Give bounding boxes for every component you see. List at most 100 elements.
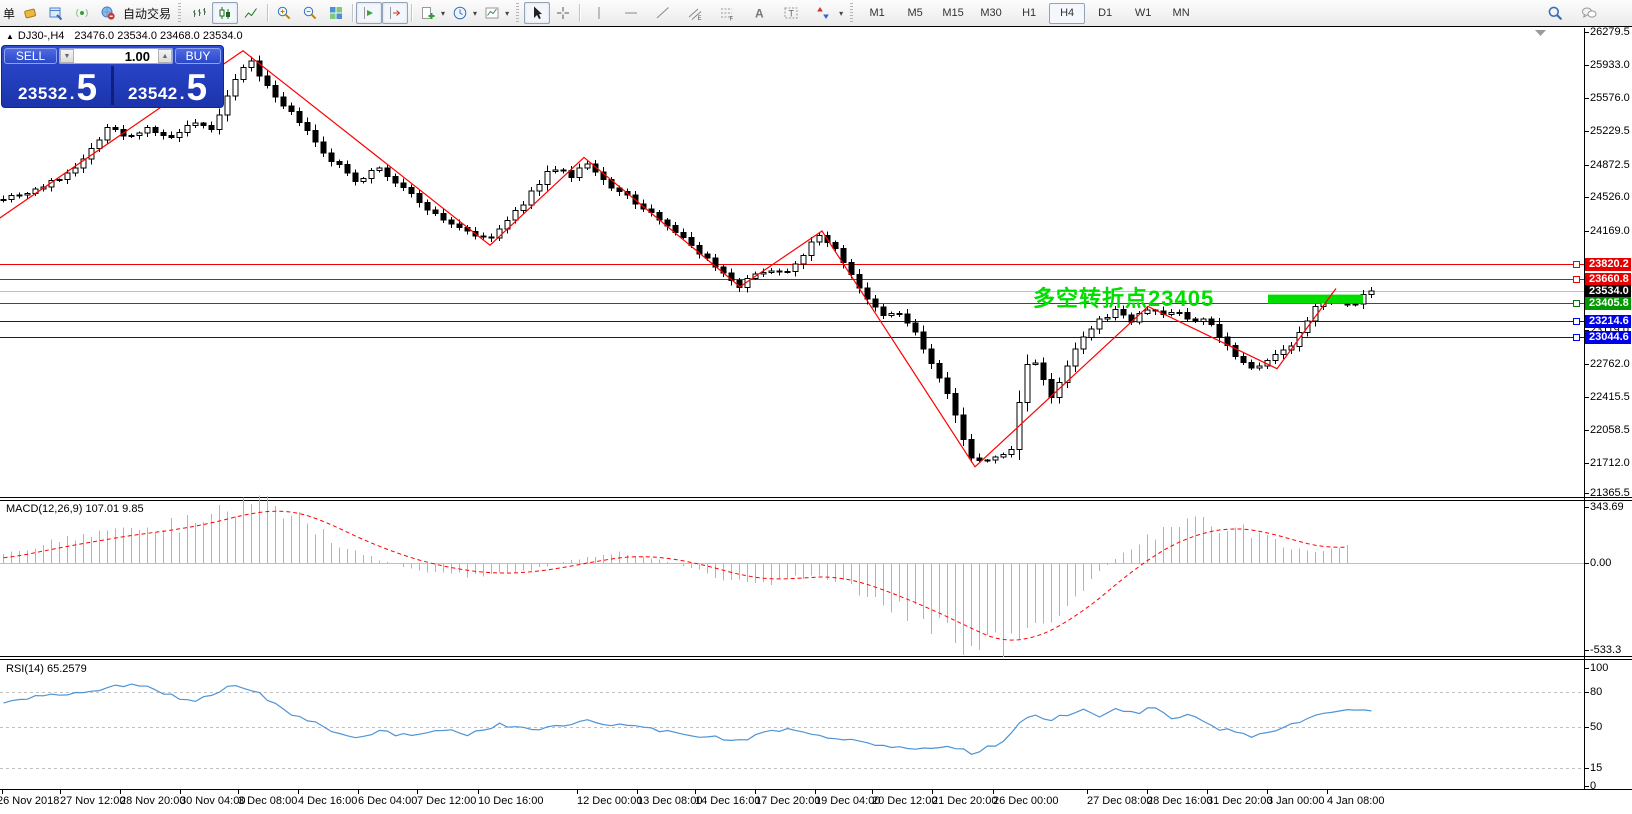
data-window-button[interactable]	[43, 2, 69, 24]
line-chart-icon	[244, 8, 257, 18]
time-tick-label: 4 Dec 16:00	[298, 795, 358, 807]
candles-layer	[0, 55, 1375, 464]
cursor-button[interactable]	[524, 2, 551, 24]
volume-field[interactable]: 1.00	[124, 48, 150, 64]
dropdown-caret-icon[interactable]: ▾	[839, 8, 844, 18]
dropdown-caret-icon[interactable]: ▾	[441, 8, 446, 18]
autotrading-button-icon-box[interactable]	[95, 2, 121, 24]
auto-scroll-button-box[interactable]	[356, 2, 383, 24]
time-tick	[298, 790, 299, 794]
chart-shift-button-box[interactable]	[382, 2, 409, 24]
bar-chart-button[interactable]	[186, 2, 212, 24]
timeframe-mn[interactable]: MN	[1172, 7, 1190, 19]
signals-button-box[interactable]	[69, 2, 95, 24]
timeframe-m30[interactable]: M30	[980, 7, 1002, 19]
buy-price[interactable]: 23542. 5	[127, 67, 208, 109]
new-order-button[interactable]: 单	[1, 5, 17, 22]
templates-button-box[interactable]	[479, 2, 505, 24]
candlestick-chart-button-box[interactable]	[212, 2, 239, 24]
indicators-icon	[422, 7, 435, 19]
time-tick	[417, 790, 418, 794]
signals-button[interactable]	[69, 2, 95, 24]
turning-point-annotation[interactable]: 多空转折点23405	[1033, 286, 1215, 311]
timeframe-m5[interactable]: M5	[907, 7, 923, 19]
time-tick-label: 31 Dec 20:00	[1207, 795, 1273, 807]
tile-windows-button-box[interactable]	[323, 2, 349, 24]
chat-button[interactable]	[1576, 2, 1602, 24]
search-icon	[1548, 6, 1563, 21]
zoom-in-button-box[interactable]	[271, 2, 297, 24]
trendline-button-box[interactable]	[650, 2, 676, 24]
time-axis[interactable]: 26 Nov 2018 27 Nov 12:00 28 Nov 20:00 30 No…	[0, 790, 1632, 814]
zigzag-line	[0, 50, 1337, 468]
price-axis[interactable]: 26279.5 25933.0 25576.0 25229.5 24872.5 24526…	[1584, 26, 1632, 792]
zoom-in-button[interactable]	[271, 2, 297, 24]
collapse-triangle-icon[interactable]: ▲	[6, 32, 14, 41]
time-tick-label: 10 Dec 16:00	[478, 795, 544, 807]
time-tick-label: 13 Dec 08:00	[637, 795, 703, 807]
history-center-button[interactable]	[17, 2, 43, 24]
arrows-button-box[interactable]	[810, 2, 836, 24]
fibonacci-button-box[interactable]: F	[714, 2, 740, 24]
text-label-button-box[interactable]: T	[778, 2, 804, 24]
text-button[interactable]: A	[743, 2, 775, 24]
templates-button[interactable]: ▾	[479, 2, 511, 24]
periods-button-box[interactable]	[447, 2, 473, 24]
timeframe-m1[interactable]: M1	[869, 7, 885, 19]
channel-button[interactable]: E	[679, 2, 711, 24]
dropdown-caret-icon[interactable]: ▾	[473, 8, 478, 18]
crosshair-button-box[interactable]	[550, 2, 576, 24]
price-line-label: 23214.6	[1585, 314, 1631, 328]
vertical-line-button[interactable]	[583, 2, 615, 24]
history-center-button-box[interactable]	[17, 2, 43, 24]
line-chart-button[interactable]	[238, 2, 264, 24]
zoom-out-button-box[interactable]	[297, 2, 323, 24]
text-button-box[interactable]: A	[746, 2, 772, 24]
channel-button-box[interactable]: E	[682, 2, 708, 24]
horizontal-line-button[interactable]	[615, 2, 647, 24]
candlestick-chart-button[interactable]	[212, 2, 239, 24]
vertical-line-button-box[interactable]	[586, 2, 612, 24]
macd-axis-label: 0.00	[1590, 557, 1612, 569]
time-tick-label: 12 Dec 00:00	[577, 795, 643, 807]
zoom-out-button[interactable]	[297, 2, 323, 24]
periods-button[interactable]: ▾	[447, 2, 479, 24]
trendline-button[interactable]	[647, 2, 679, 24]
data-window-button-box[interactable]	[43, 2, 69, 24]
timeframe-h1[interactable]: H1	[1022, 7, 1037, 19]
indicators-button[interactable]: ▾	[415, 2, 447, 24]
buy-button[interactable]: BUY	[175, 48, 221, 64]
tile-windows-button[interactable]	[323, 2, 349, 24]
timeframe-m15[interactable]: M15	[942, 7, 964, 19]
dropdown-caret-icon[interactable]: ▾	[505, 8, 510, 18]
time-tick	[1087, 790, 1088, 794]
volume-increase-button[interactable]: ▲	[158, 49, 172, 63]
crosshair-button[interactable]	[550, 2, 576, 24]
auto-scroll-button[interactable]	[356, 2, 383, 24]
horizontal-line-button-box[interactable]	[618, 2, 644, 24]
volume-decrease-button[interactable]: ▼	[60, 49, 74, 63]
timeframe-d1[interactable]: D1	[1098, 7, 1113, 19]
sell-price[interactable]: 23532. 5	[17, 67, 98, 109]
fibonacci-button[interactable]: F	[711, 2, 743, 24]
time-tick-label: 21 Dec 20:00	[932, 795, 998, 807]
line-chart-button-box[interactable]	[238, 2, 264, 24]
timeframe-w1[interactable]: W1	[1134, 7, 1152, 19]
sell-button[interactable]: SELL	[4, 48, 57, 64]
chat-icon	[1581, 7, 1597, 18]
arrows-button[interactable]: ▾	[807, 2, 845, 24]
time-tick	[1147, 790, 1148, 794]
time-tick	[577, 790, 578, 794]
chart-shift-button[interactable]	[382, 2, 409, 24]
cursor-button-box[interactable]	[524, 2, 551, 24]
search-button[interactable]	[1542, 2, 1568, 24]
autotrading-button[interactable]: 自动交易	[95, 2, 173, 24]
timeframe-h4[interactable]: H4	[1049, 2, 1086, 24]
indicators-button-box[interactable]	[415, 2, 441, 24]
auto-scroll-icon	[364, 7, 374, 19]
bar-chart-button-box[interactable]	[186, 2, 212, 24]
toolbar-grip	[850, 3, 854, 23]
text-label-button[interactable]: T	[775, 2, 807, 24]
time-tick	[872, 790, 873, 794]
